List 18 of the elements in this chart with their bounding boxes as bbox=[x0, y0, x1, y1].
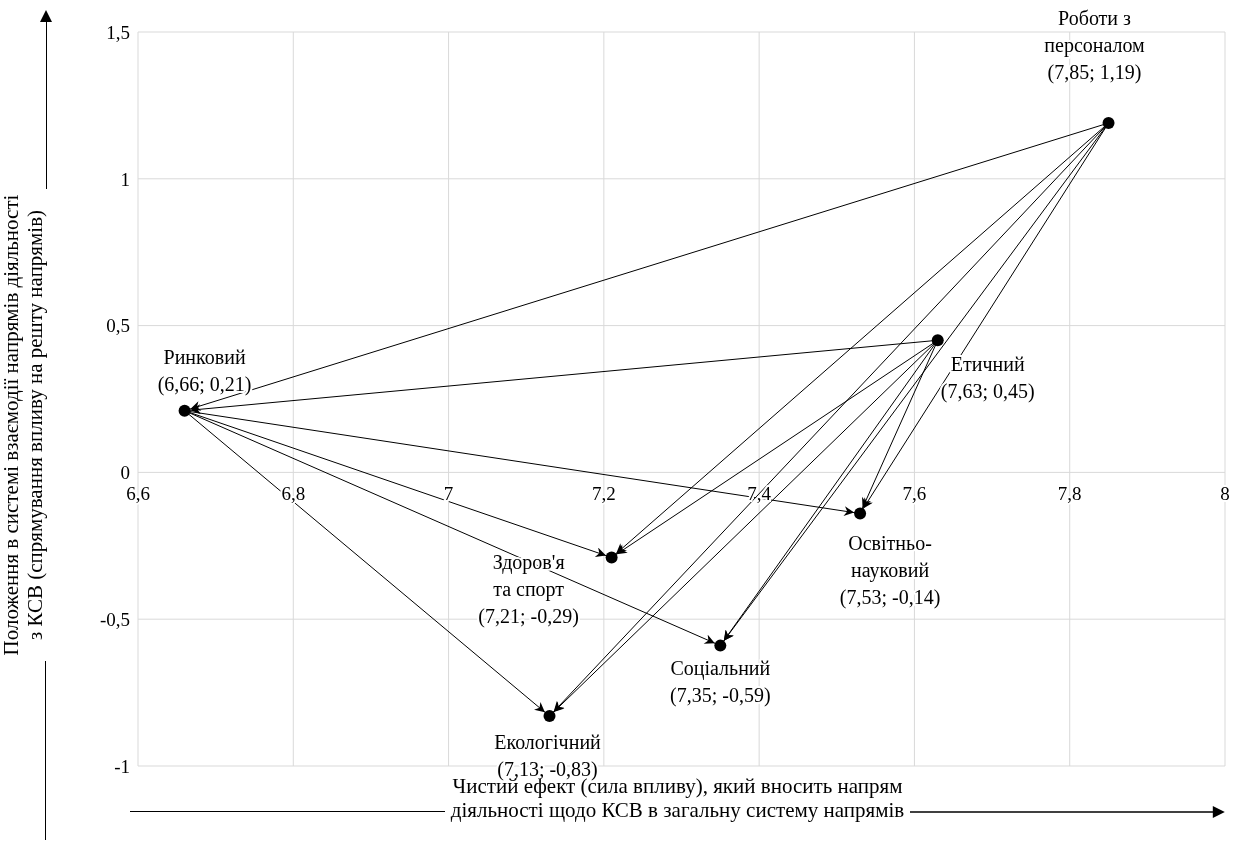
x-tick-label: 7,6 bbox=[902, 483, 927, 505]
y-axis-title: Положення в системі взаємодії напрямів діяльності з КСВ (спрямування впливу на решту напрямів) bbox=[0, 194, 47, 656]
annotation: Роботи з персоналом (7,85; 1,19) bbox=[1044, 7, 1146, 85]
annotation: Соціальний (7,35; -0,59) bbox=[670, 656, 771, 707]
x-tick-label: 7,8 bbox=[1057, 483, 1082, 505]
y-tick-label: 0 bbox=[120, 462, 130, 484]
x-tick-label: 7,2 bbox=[591, 483, 616, 505]
annotation: Ринковий (6,66; 0,21) bbox=[157, 345, 252, 396]
x-tick-label: 8 bbox=[1220, 483, 1230, 505]
y-tick-label: 1,5 bbox=[106, 21, 130, 43]
x-tick-label: 7 bbox=[443, 483, 454, 505]
y-tick-label: -0,5 bbox=[99, 608, 130, 630]
y-tick-label: 0,5 bbox=[106, 315, 130, 337]
annotation: Освітньо- науковий (7,53; -0,14) bbox=[839, 531, 941, 609]
x-tick-label: 6,6 bbox=[126, 483, 150, 505]
x-tick-label: 6,8 bbox=[281, 483, 306, 505]
y-tick-label: 1 bbox=[120, 168, 130, 190]
y-tick-label: -1 bbox=[114, 755, 130, 777]
